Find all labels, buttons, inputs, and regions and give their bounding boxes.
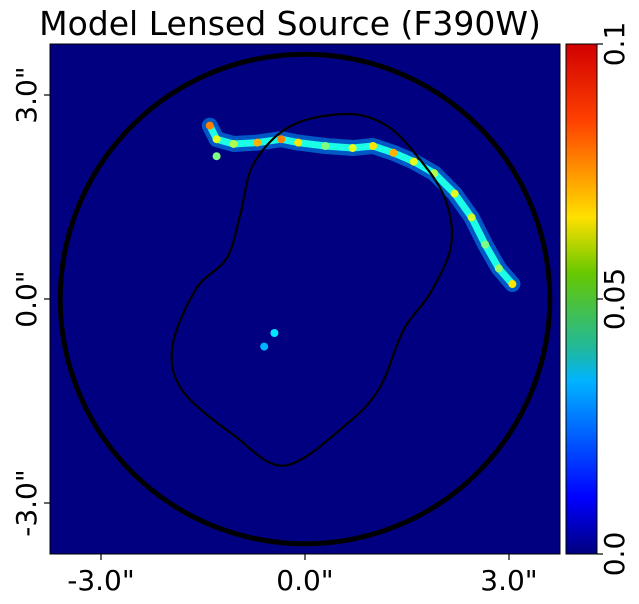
y-tick-label: 0.0" [10, 270, 43, 327]
arc-knot [212, 152, 221, 161]
mask-circle [57, 51, 553, 547]
arc-knot [409, 157, 418, 166]
arc-knot [260, 342, 269, 351]
lensed-arc [201, 117, 521, 351]
arc-knot [212, 135, 221, 144]
arc-knot [467, 213, 476, 222]
arc-knot [270, 329, 279, 337]
arc-knot [321, 142, 330, 150]
arc-knot [494, 264, 503, 273]
arc-knot [508, 280, 517, 289]
colorbar-gradient [565, 43, 598, 555]
colorbar: 0.0 0.05 0.1 [565, 22, 631, 577]
x-tick-label: -3.0" [67, 564, 135, 597]
y-tick-label: 3.0" [10, 66, 43, 123]
colorbar-tick-label: 0.1 [598, 22, 631, 67]
y-tick-label: -3.0" [10, 469, 43, 537]
arc-knot [229, 139, 238, 148]
arc-knot [294, 138, 303, 147]
colorbar-tick-label: 0.05 [598, 268, 631, 330]
y-axis: 3.0" 0.0" -3.0" [10, 66, 50, 537]
arc-knot [277, 135, 286, 144]
x-tick-label: 0.0" [276, 564, 333, 597]
arc-knot [369, 142, 377, 150]
x-axis: -3.0" 0.0" 3.0" [67, 554, 538, 597]
image-background [50, 44, 560, 554]
arc-knot [450, 189, 459, 198]
chart-title: Model Lensed Source (F390W) [39, 4, 541, 43]
image-panel [49, 43, 561, 555]
colorbar-tick-label: 0.0 [598, 532, 631, 577]
arc-knot [481, 240, 490, 249]
arc-knot [253, 138, 262, 147]
arc-knot [389, 148, 398, 157]
arc-knot [348, 144, 357, 153]
x-tick-label: 3.0" [480, 564, 537, 597]
arc-knot [205, 121, 214, 130]
caustic-curve [170, 112, 454, 467]
